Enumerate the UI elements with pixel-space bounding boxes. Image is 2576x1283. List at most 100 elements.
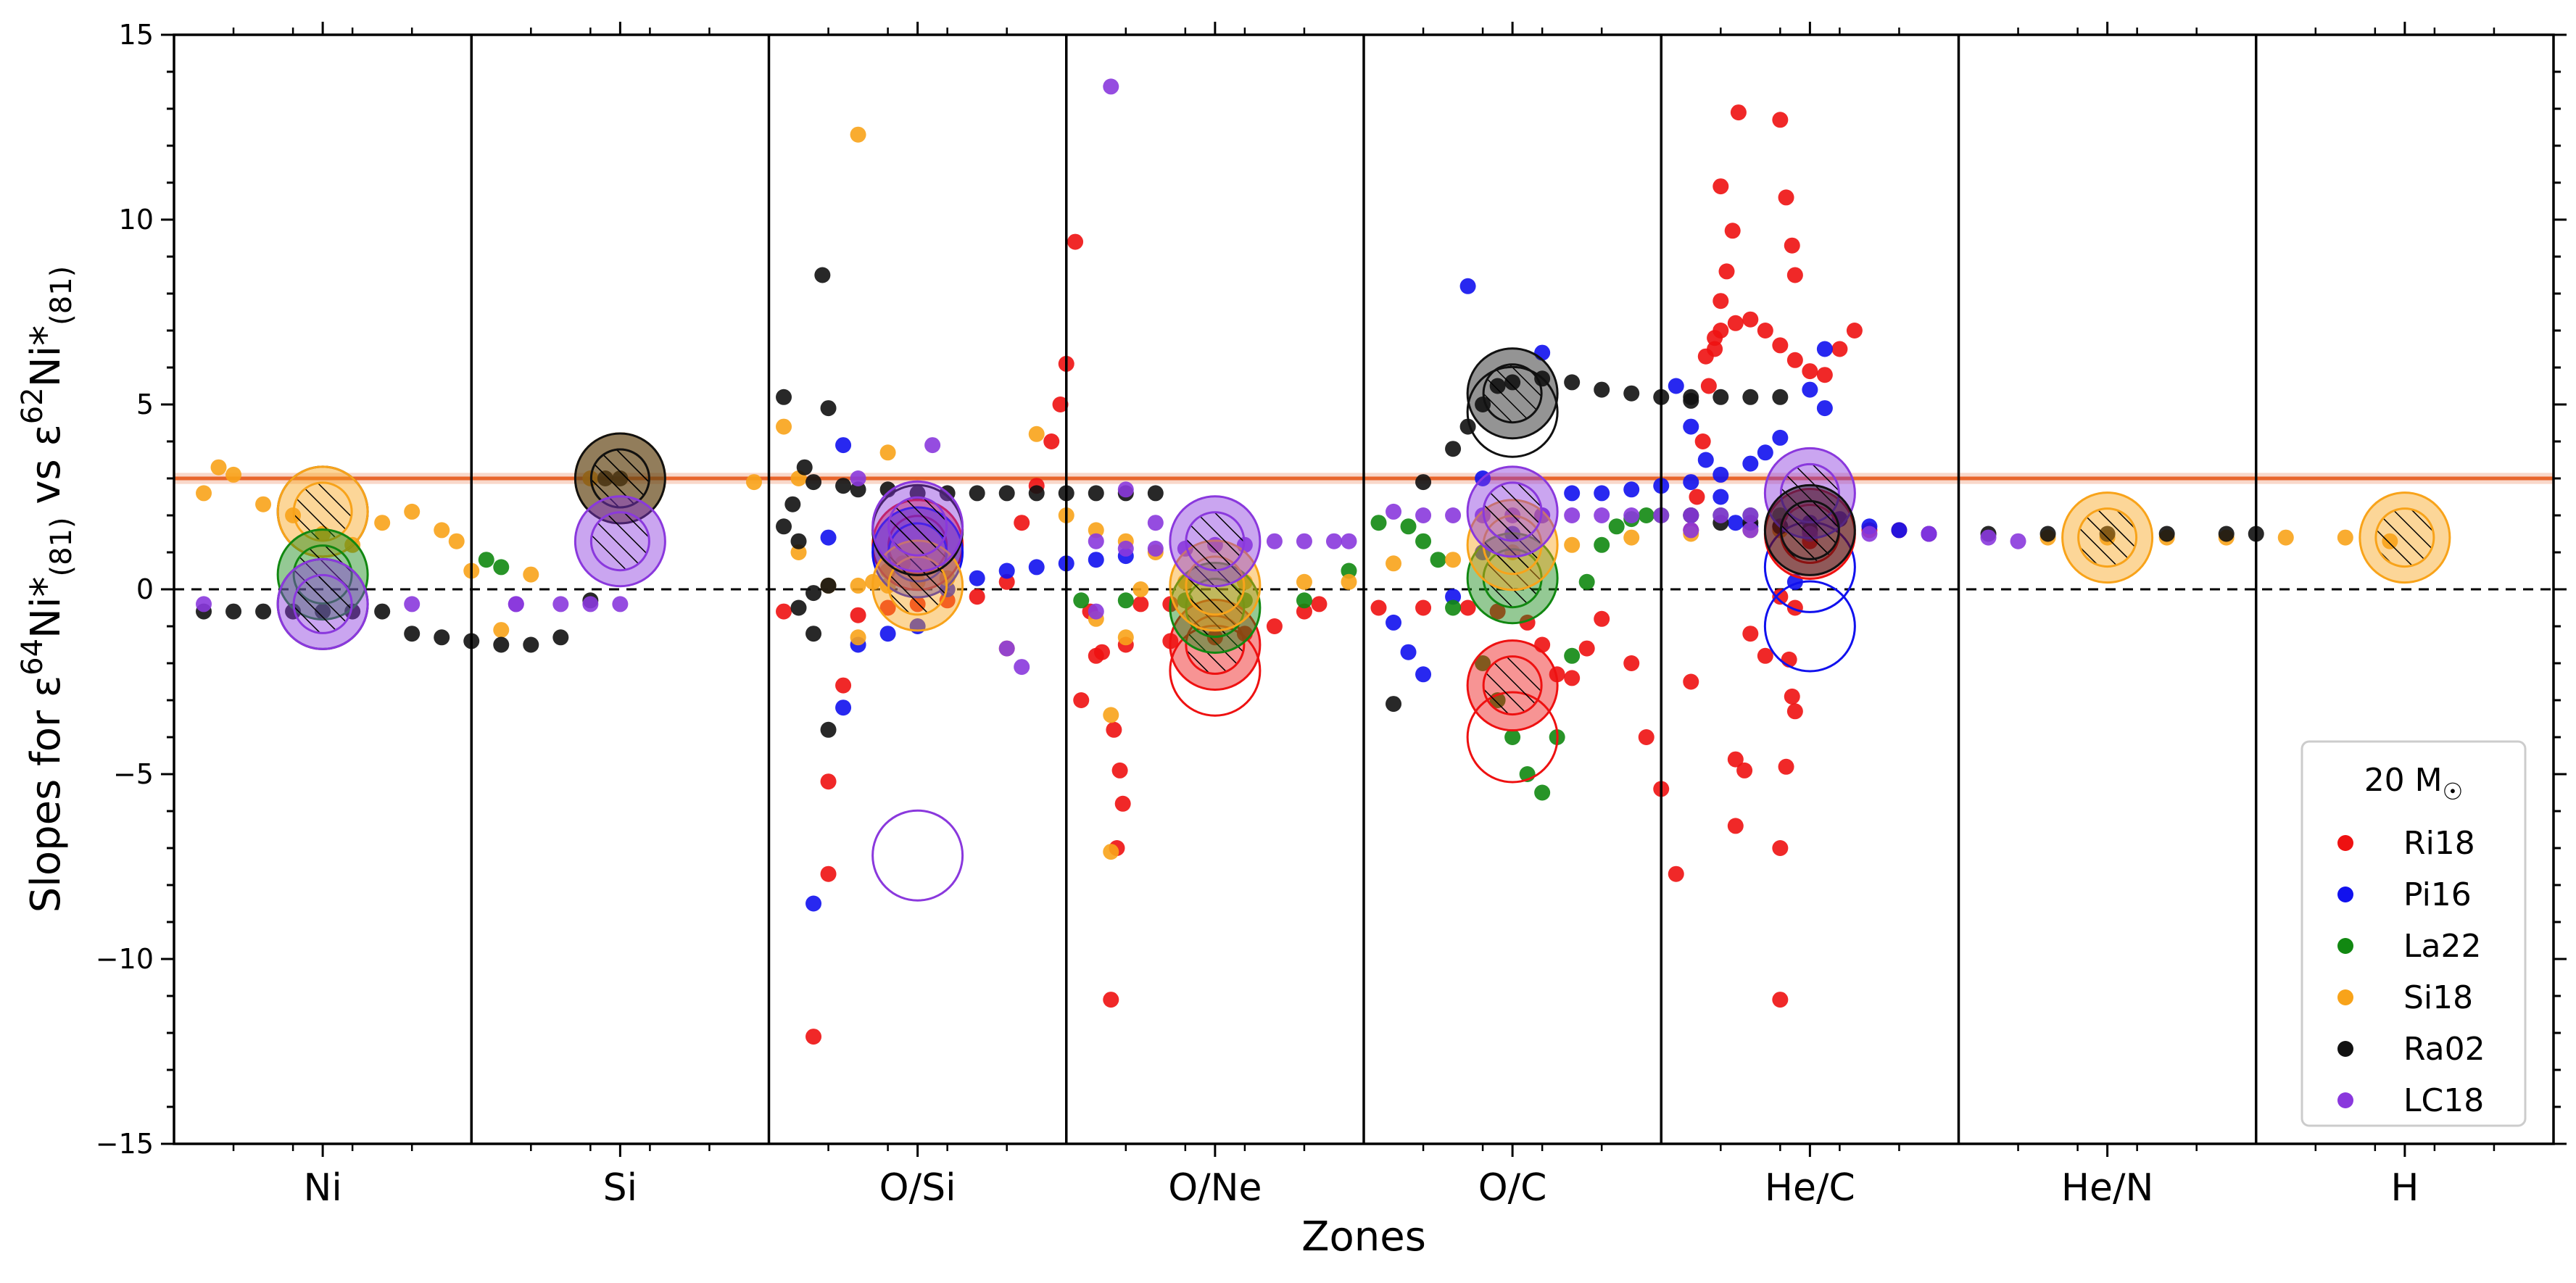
legend-label-ra02: Ra02 [2403,1031,2485,1068]
data-point-pi16 [1088,552,1104,568]
data-point-ra02 [1147,485,1164,502]
data-point-si18 [1445,552,1462,568]
data-point-si18 [745,474,762,491]
data-point-ra02 [805,474,822,491]
data-point-pi16 [1816,341,1833,357]
y-tick-label: 5 [136,389,154,420]
data-point-ri18 [1043,433,1060,449]
data-point-si18 [493,622,510,639]
data-point-pi16 [879,626,896,642]
y-axis-title-part-4: vs ε [22,424,70,517]
data-point-ra02 [850,481,866,498]
data-point-ri18 [1784,688,1800,705]
data-point-pi16 [1697,452,1714,468]
data-point-ra02 [404,626,421,642]
y-axis-title-part-6: Ni* [22,325,70,387]
data-point-ra02 [225,603,242,620]
data-point-ri18 [1786,703,1803,720]
data-point-pi16 [1802,381,1818,398]
data-point-lc18 [404,596,421,613]
data-point-ri18 [1311,596,1328,613]
data-point-ri18 [1088,647,1104,664]
data-point-ra02 [820,400,837,417]
data-point-ra02 [2039,526,2056,542]
data-point-ri18 [1772,337,1789,354]
y-axis-title-part-3: (81) [45,517,78,576]
data-point-si18 [1386,555,1402,572]
zone-average-marker [2061,491,2154,584]
data-point-si18 [2337,529,2353,546]
data-point-pi16 [1400,644,1417,660]
data-point-ra02 [493,636,510,653]
data-point-ra02 [776,518,792,535]
data-point-ri18 [1786,267,1803,283]
data-point-ra02 [790,533,807,549]
data-point-lc18 [1117,481,1134,498]
zone-average-marker [871,809,964,902]
data-point-ra02 [796,459,813,476]
data-point-ri18 [1712,178,1729,195]
data-point-si18 [879,444,896,461]
data-point-lc18 [1147,515,1164,531]
zone-average-marker [1466,365,1559,458]
data-point-lc18 [508,596,524,613]
y-axis-title-part-7: (81) [45,266,78,325]
zone-average-hatch [2374,507,2435,568]
zone-average-hatch [1779,499,1840,560]
data-point-la22 [493,559,510,576]
data-point-lc18 [1386,503,1402,520]
data-point-la22 [1608,518,1625,535]
zone-average-marker [276,557,369,650]
data-point-ri18 [1712,323,1729,339]
data-point-ri18 [1114,795,1131,812]
zone-average-hatch [589,511,650,572]
data-point-si18 [1623,529,1640,546]
data-point-ri18 [1724,223,1741,239]
data-point-pi16 [1727,515,1744,531]
data-point-ri18 [820,773,837,790]
zone-average-marker [2358,491,2451,584]
data-point-ri18 [850,607,866,623]
legend-marker-ri18 [2337,835,2353,851]
legend-marker-pi16 [2337,887,2353,902]
data-point-ri18 [1073,692,1090,708]
data-point-lc18 [1921,526,1937,542]
data-point-ri18 [805,1029,822,1045]
data-point-lc18 [2010,533,2026,549]
data-point-ri18 [1727,315,1744,331]
data-point-ri18 [1106,721,1122,738]
data-point-ri18 [1296,603,1312,620]
data-point-ri18 [1802,363,1818,380]
data-point-si18 [523,566,539,583]
legend-title: 20 M☉ [2364,762,2464,805]
data-point-ri18 [1067,233,1084,250]
x-axis-title: Zones [1301,1213,1426,1261]
data-point-si18 [1341,573,1357,590]
data-point-ra02 [784,496,801,512]
data-point-ri18 [879,599,896,616]
data-point-si18 [1088,522,1104,539]
data-point-ri18 [1757,323,1773,339]
data-point-si18 [374,515,391,531]
zone-label-7: H [2390,1166,2419,1210]
data-point-la22 [1445,599,1462,616]
legend-marker-la22 [2337,938,2353,954]
data-point-ri18 [1736,762,1753,778]
data-point-pi16 [998,562,1015,579]
data-point-lc18 [1742,522,1759,539]
data-point-ra02 [1088,485,1104,502]
data-point-lc18 [1683,507,1699,523]
data-point-la22 [1564,647,1581,664]
data-point-lc18 [1117,540,1134,557]
y-axis-title-part-2: Ni* [22,576,70,638]
data-point-pi16 [1891,522,1908,539]
data-point-ri18 [1578,640,1595,657]
data-point-la22 [1638,507,1654,523]
legend-label-pi16: Pi16 [2403,876,2472,913]
zone-average-hatch [887,496,948,557]
zone-average-marker [573,495,666,588]
data-point-ri18 [1757,647,1773,664]
data-point-ri18 [1266,618,1283,634]
data-point-la22 [1117,592,1134,609]
